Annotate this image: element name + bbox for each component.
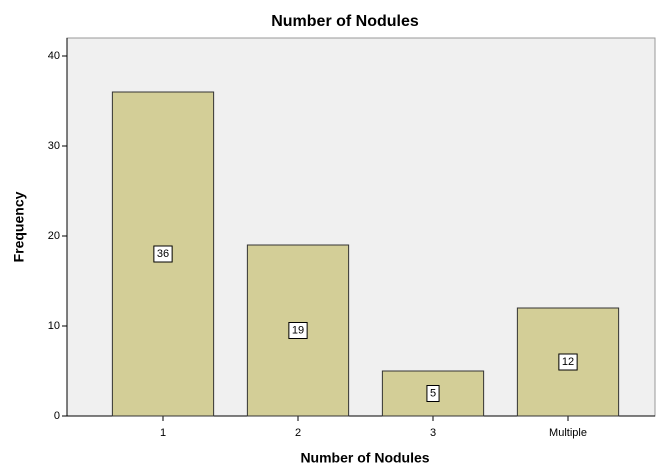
chart-title: Number of Nodules xyxy=(271,13,419,30)
bar xyxy=(246,244,350,417)
x-tick-label: 1 xyxy=(160,427,166,439)
value-label-box xyxy=(153,245,173,263)
value-label: 36 xyxy=(157,248,169,260)
value-label: 5 xyxy=(430,387,436,399)
y-tick-label: 20 xyxy=(48,230,60,242)
x-tick-label: 3 xyxy=(430,427,436,439)
value-label: 12 xyxy=(562,356,574,368)
x-axis-title: Number of Nodules xyxy=(300,450,429,466)
value-label-box xyxy=(558,353,578,371)
value-label: 19 xyxy=(292,324,304,336)
y-tick-label: 10 xyxy=(48,320,60,332)
y-tick-label: 40 xyxy=(48,50,60,62)
y-tick-label: 0 xyxy=(54,410,60,422)
x-tick-label: Multiple xyxy=(549,427,587,439)
value-label-box xyxy=(288,322,308,339)
y-tick-label: 30 xyxy=(48,140,60,152)
y-axis-title: Frequency xyxy=(11,191,27,262)
x-tick-label: 2 xyxy=(295,427,301,439)
value-label-box xyxy=(426,385,440,402)
